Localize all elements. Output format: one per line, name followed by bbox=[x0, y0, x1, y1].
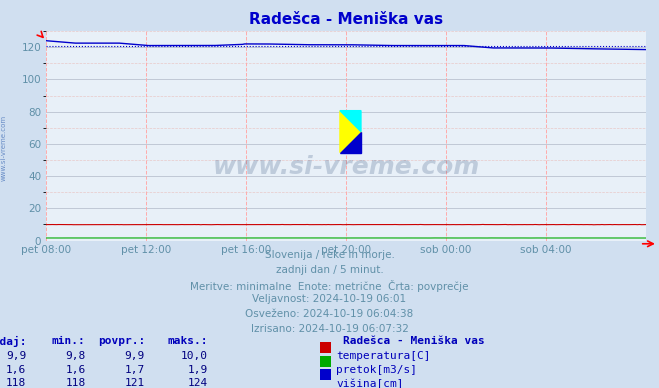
Text: 9,9: 9,9 bbox=[6, 351, 26, 361]
Text: povpr.:: povpr.: bbox=[98, 336, 145, 346]
Text: Veljavnost: 2024-10-19 06:01: Veljavnost: 2024-10-19 06:01 bbox=[252, 294, 407, 305]
Text: Osveženo: 2024-10-19 06:04:38: Osveženo: 2024-10-19 06:04:38 bbox=[245, 309, 414, 319]
Text: 10,0: 10,0 bbox=[181, 351, 208, 361]
Text: 1,9: 1,9 bbox=[187, 365, 208, 375]
Title: Radešca - Meniška vas: Radešca - Meniška vas bbox=[249, 12, 443, 27]
Text: sedaj:: sedaj: bbox=[0, 336, 26, 346]
Text: Izrisano: 2024-10-19 06:07:32: Izrisano: 2024-10-19 06:07:32 bbox=[250, 324, 409, 334]
Text: 118: 118 bbox=[6, 378, 26, 388]
Text: 9,8: 9,8 bbox=[65, 351, 86, 361]
Text: www.si-vreme.com: www.si-vreme.com bbox=[212, 155, 480, 179]
Text: pretok[m3/s]: pretok[m3/s] bbox=[336, 365, 417, 375]
Text: 1,6: 1,6 bbox=[6, 365, 26, 375]
Text: temperatura[C]: temperatura[C] bbox=[336, 351, 430, 361]
Text: 9,9: 9,9 bbox=[125, 351, 145, 361]
Text: maks.:: maks.: bbox=[167, 336, 208, 346]
Text: Radešca - Meniška vas: Radešca - Meniška vas bbox=[343, 336, 484, 346]
Text: 124: 124 bbox=[187, 378, 208, 388]
Text: 121: 121 bbox=[125, 378, 145, 388]
Text: Slovenija / reke in morje.: Slovenija / reke in morje. bbox=[264, 250, 395, 260]
Text: min.:: min.: bbox=[52, 336, 86, 346]
Text: Meritve: minimalne  Enote: metrične  Črta: povprečje: Meritve: minimalne Enote: metrične Črta:… bbox=[190, 280, 469, 292]
Text: 1,7: 1,7 bbox=[125, 365, 145, 375]
Text: 1,6: 1,6 bbox=[65, 365, 86, 375]
Text: zadnji dan / 5 minut.: zadnji dan / 5 minut. bbox=[275, 265, 384, 275]
Text: višina[cm]: višina[cm] bbox=[336, 378, 403, 388]
Text: 118: 118 bbox=[65, 378, 86, 388]
Text: www.si-vreme.com: www.si-vreme.com bbox=[0, 114, 7, 180]
